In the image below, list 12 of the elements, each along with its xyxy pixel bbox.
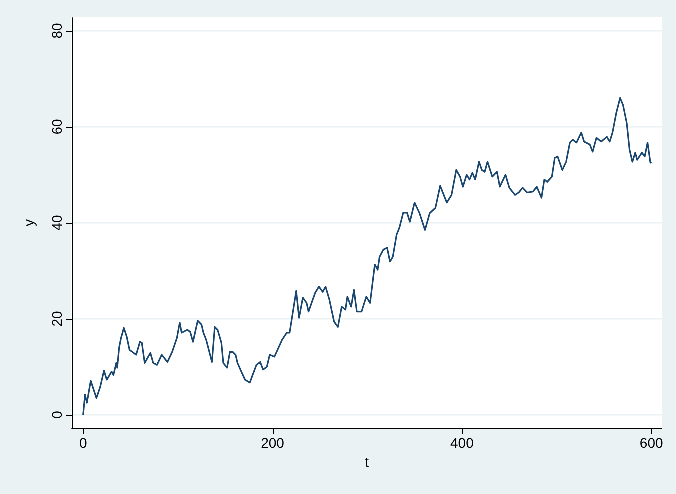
y-tick-label: 20: [49, 311, 65, 327]
y-axis-title: y: [21, 220, 37, 226]
y-tick-label: 80: [49, 22, 65, 39]
y-tick-label: 40: [49, 215, 65, 231]
x-tick-label: 400: [450, 435, 474, 451]
x-axis-title: t: [365, 454, 370, 470]
y-tick-label: 60: [49, 118, 65, 135]
y-tick-label: 0: [49, 410, 65, 419]
x-tick-label: 0: [79, 435, 88, 451]
line-series: [82, 97, 652, 416]
x-tick-label: 600: [640, 435, 664, 451]
x-tick-label: 200: [261, 435, 285, 451]
